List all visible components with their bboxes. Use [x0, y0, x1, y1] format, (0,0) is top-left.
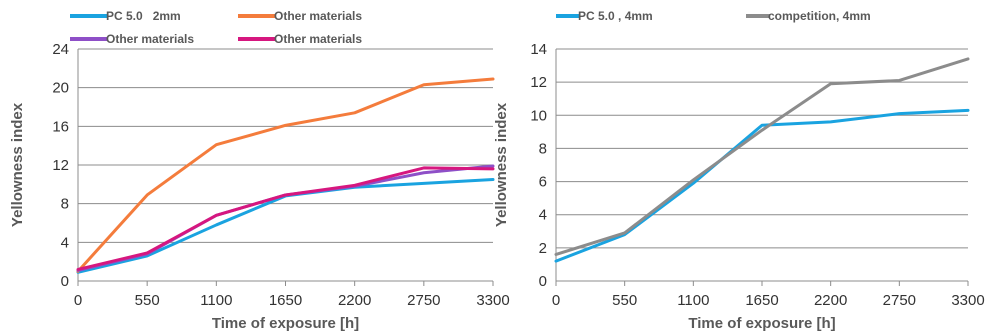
right-series-line-1	[554, 108, 970, 263]
right-legend-label: PC 5.0 , 4mm	[578, 9, 653, 23]
left-legend-label: Other materials	[274, 32, 362, 46]
left-y-axis-title: Yellowness index	[9, 102, 26, 227]
left-legend-label: Other materials	[106, 32, 194, 46]
left-legend-label: Other materials	[274, 9, 362, 23]
right-series-line-2	[554, 57, 970, 256]
left-y-tick-label: 20	[52, 80, 69, 97]
right-x-tick-label: 3300	[951, 292, 984, 309]
left-y-tick-label: 24	[52, 41, 69, 58]
left-y-tick-label: 16	[52, 118, 69, 135]
left-x-tick-label: 1650	[269, 292, 302, 309]
left-x-axis-title: Time of exposure [h]	[212, 315, 359, 332]
right-y-tick-label: 6	[539, 174, 547, 191]
left-legend-label: PC 5.0 2mm	[106, 9, 181, 23]
right-x-axis-title: Time of exposure [h]	[688, 315, 835, 332]
chart-left: 0 4 8 12 16 20 24 0 550 1100 1650 2200 2750 3300 Time …	[9, 9, 510, 332]
left-y-tick-label: 4	[61, 234, 69, 251]
left-series-line-4	[76, 166, 495, 271]
right-x-tick-label: 2750	[883, 292, 916, 309]
right-x-tick-label: 1100	[677, 292, 709, 309]
right-y-tick-label: 4	[539, 207, 547, 224]
right-y-tick-label: 2	[539, 240, 547, 257]
right-y-tick-label: 12	[530, 74, 547, 91]
left-x-tick-label: 1100	[200, 292, 232, 309]
chart-right: 0 2 4 6 8 10 12 14 0 550 1100 1650 2200 2750 3300 Time …	[493, 9, 985, 332]
right-y-tick-label: 0	[539, 273, 547, 290]
right-x-tick-label: 2200	[814, 292, 847, 309]
right-y-tick-label: 10	[530, 107, 547, 124]
left-x-tick-label: 2750	[407, 292, 440, 309]
left-x-tick-label: 2200	[338, 292, 371, 309]
left-x-tick-label: 0	[74, 292, 82, 309]
left-x-tick-label: 3300	[476, 292, 509, 309]
right-y-axis-title: Yellowness index	[493, 102, 510, 227]
left-y-tick-label: 12	[52, 157, 69, 174]
left-x-tick-label: 550	[135, 292, 160, 309]
right-y-tick-label: 14	[530, 41, 547, 58]
right-x-tick-label: 1650	[745, 292, 778, 309]
right-legend-label: competition, 4mm	[768, 9, 871, 23]
left-y-tick-label: 8	[61, 196, 69, 213]
right-x-tick-label: 0	[552, 292, 560, 309]
left-y-tick-label: 0	[61, 273, 69, 290]
right-x-tick-label: 550	[612, 292, 637, 309]
left-series-line-2	[76, 77, 495, 273]
right-y-tick-label: 8	[539, 140, 547, 157]
left-series-line-1	[76, 178, 495, 274]
